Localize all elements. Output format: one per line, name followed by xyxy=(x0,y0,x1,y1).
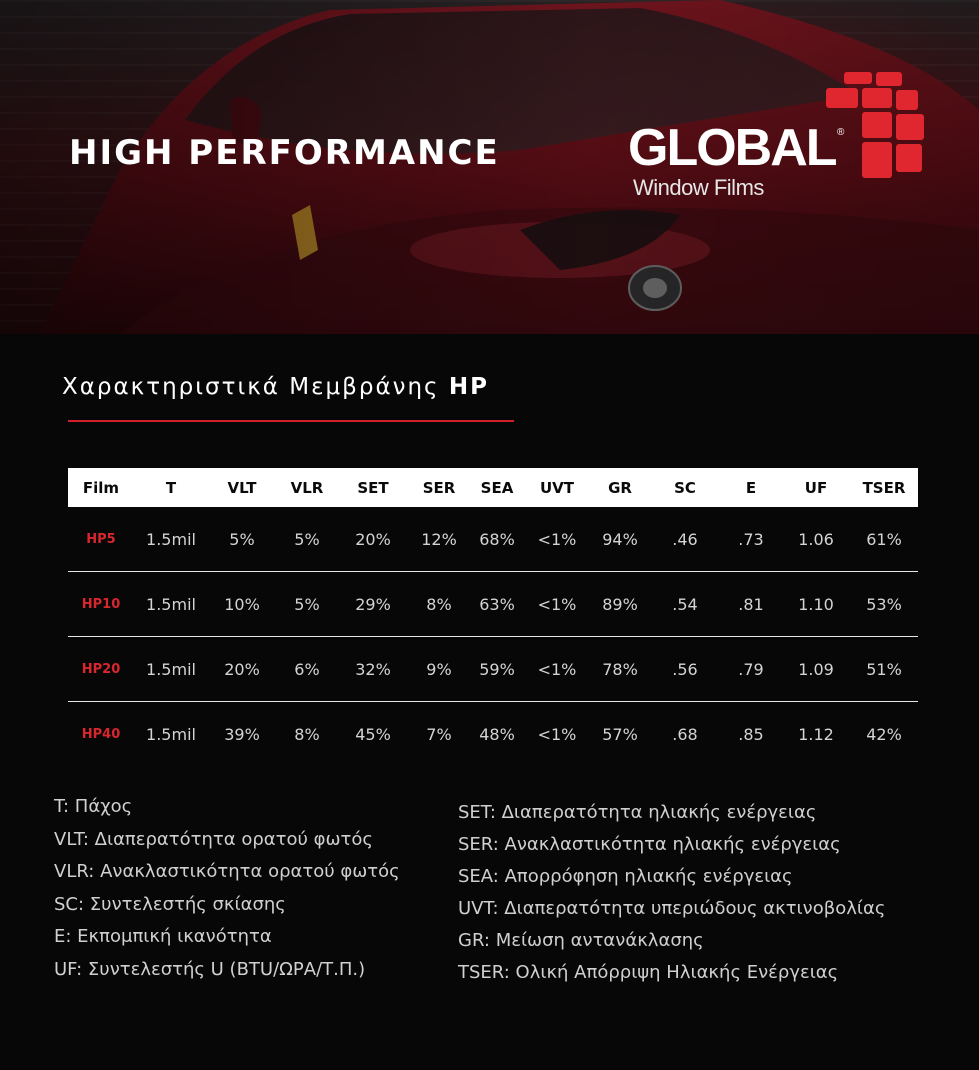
table-cell: <1% xyxy=(524,636,590,702)
table-cell: 51% xyxy=(850,636,918,702)
column-header: T xyxy=(134,468,208,507)
table-cell: 68% xyxy=(470,507,524,572)
table-cell: 48% xyxy=(479,724,515,744)
table-cell: 45% xyxy=(355,724,391,744)
table-cell: 78% xyxy=(590,636,650,702)
column-header: SEA xyxy=(470,468,524,507)
section-title-text: Χαρακτηριστικά Μεμβράνης xyxy=(62,374,440,400)
table-cell: .46 xyxy=(650,507,720,572)
logo-wordmark: GLOBAL xyxy=(628,119,838,177)
column-header: Film xyxy=(68,468,134,507)
table-cell: .68 xyxy=(672,724,698,744)
table-cell: 1.09 xyxy=(782,636,850,702)
table-cell: 8% xyxy=(294,724,320,744)
legend-item: VLT: Διαπερατότητα ορατού φωτός xyxy=(54,828,373,850)
table-cell: 10% xyxy=(208,571,276,637)
car-photo xyxy=(40,0,979,334)
table-cell: 9% xyxy=(408,636,470,702)
column-header: SC xyxy=(650,468,720,507)
table-cell: .81 xyxy=(720,571,782,637)
table-cell: 12% xyxy=(408,507,470,572)
table-cell: .79 xyxy=(720,636,782,702)
table-cell: 1.06 xyxy=(782,507,850,572)
table-cell: 57% xyxy=(602,724,638,744)
film-name: HP20 xyxy=(68,636,134,702)
legend-left: T: Πάχος VLT: Διαπερατότητα ορατού φωτός… xyxy=(54,791,400,986)
legend-item: TSER: Ολική Απόρριψη Ηλιακής Ενέργειας xyxy=(458,962,839,983)
column-header: SER xyxy=(408,468,470,507)
table-cell: 7% xyxy=(426,724,452,744)
table-cell: 29% xyxy=(338,571,408,637)
column-header: UVT xyxy=(524,468,590,507)
table-cell: 20% xyxy=(338,507,408,572)
legend-item: UVT: Διαπερατότητα υπεριώδους ακτινοβολί… xyxy=(458,898,886,919)
table-header-row: Film T VLT VLR SET SER SEA UVT GR SC E U… xyxy=(68,468,918,507)
legend-item: VLR: Ανακλαστικότητα ορατού φωτός xyxy=(54,861,400,882)
column-header: SET xyxy=(338,468,408,507)
table-cell: 39% xyxy=(224,724,260,744)
table-cell: 59% xyxy=(470,636,524,702)
hero-title: HIGH PERFORMANCE xyxy=(69,133,500,173)
column-header: VLR xyxy=(276,468,338,507)
column-header: VLT xyxy=(208,468,276,507)
table-cell: 1.5mil xyxy=(134,571,208,637)
table-cell: 1.5mil xyxy=(146,724,196,744)
table-cell: 1.12 xyxy=(798,724,834,744)
column-header: GR xyxy=(590,468,650,507)
table-cell: 5% xyxy=(276,507,338,572)
legend-item: GR: Μείωση αντανάκλασης xyxy=(458,930,704,951)
hero-overlay xyxy=(0,0,979,334)
hero-banner: HIGH PERFORMANCE GLOBAL ® Window Films xyxy=(0,0,979,334)
brand-logo: GLOBAL ® Window Films xyxy=(628,72,938,202)
section-title: Χαρακτηριστικά Μεμβράνης HP xyxy=(62,374,489,400)
table-cell: 8% xyxy=(408,571,470,637)
film-spec-table: Film T VLT VLR SET SER SEA UVT GR SC E U… xyxy=(68,468,918,766)
logo-subtitle: Window Films xyxy=(633,175,764,200)
column-header: UF xyxy=(782,468,850,507)
legend-right: SET: Διαπερατότητα ηλιακής ενέργειας SER… xyxy=(458,797,885,989)
table-cell: 63% xyxy=(470,571,524,637)
legend-item: T: Πάχος xyxy=(54,796,133,817)
table-cell: .85 xyxy=(738,724,764,744)
table-cell: 53% xyxy=(850,571,918,637)
table-cell: 5% xyxy=(276,571,338,637)
column-header: TSER xyxy=(850,468,918,507)
section-title-bold: HP xyxy=(448,374,489,400)
legend-item: UF: Συντελεστής U (BTU/ΩΡΑ/Τ.Π.) xyxy=(54,958,366,980)
table-cell: 32% xyxy=(338,636,408,702)
table-cell: 1.5mil xyxy=(134,636,208,702)
table-cell: .56 xyxy=(650,636,720,702)
legend-item: SER: Ανακλαστικότητα ηλιακής ενέργειας xyxy=(458,834,841,855)
table-cell: 61% xyxy=(850,507,918,572)
table-cell: 6% xyxy=(276,636,338,702)
table-row: HP20 1.5mil 20% 6% 32% 9% 59% <1% 78% .5… xyxy=(68,636,918,702)
registered-mark: ® xyxy=(837,127,845,138)
table-cell: 20% xyxy=(208,636,276,702)
title-underline xyxy=(68,420,514,422)
legend-item: SEA: Απορρόφηση ηλιακής ενέργειας xyxy=(458,866,793,887)
table-cell: .73 xyxy=(720,507,782,572)
legend-item: SET: Διαπερατότητα ηλιακής ενέργειας xyxy=(458,802,817,823)
table-cell: 1.10 xyxy=(782,571,850,637)
table-row: HP5 1.5mil 5% 5% 20% 12% 68% <1% 94% .46… xyxy=(68,507,918,572)
table-row: HP10 1.5mil 10% 5% 29% 8% 63% <1% 89% .5… xyxy=(68,571,918,637)
table-cell: <1% xyxy=(524,571,590,637)
film-name: HP10 xyxy=(68,571,134,637)
logo-mark-icon xyxy=(826,72,924,178)
table-cell: 1.5mil xyxy=(134,507,208,572)
table-cell: 42% xyxy=(866,724,902,744)
table-row: HP40 1.5mil 39% 8% 45% 7% 48% <1% 57% .6… xyxy=(68,702,918,767)
legend-item: SC: Συντελεστής σκίασης xyxy=(54,893,286,915)
table-cell: .54 xyxy=(650,571,720,637)
film-name: HP40 xyxy=(81,726,121,742)
table-cell: <1% xyxy=(524,507,590,572)
table-cell: 94% xyxy=(590,507,650,572)
column-header: E xyxy=(720,468,782,507)
table-cell: <1% xyxy=(537,724,577,744)
table-cell: 89% xyxy=(590,571,650,637)
film-name: HP5 xyxy=(68,507,134,572)
legend-item: E: Εκπομπική ικανότητα xyxy=(54,926,272,947)
table-cell: 5% xyxy=(208,507,276,572)
